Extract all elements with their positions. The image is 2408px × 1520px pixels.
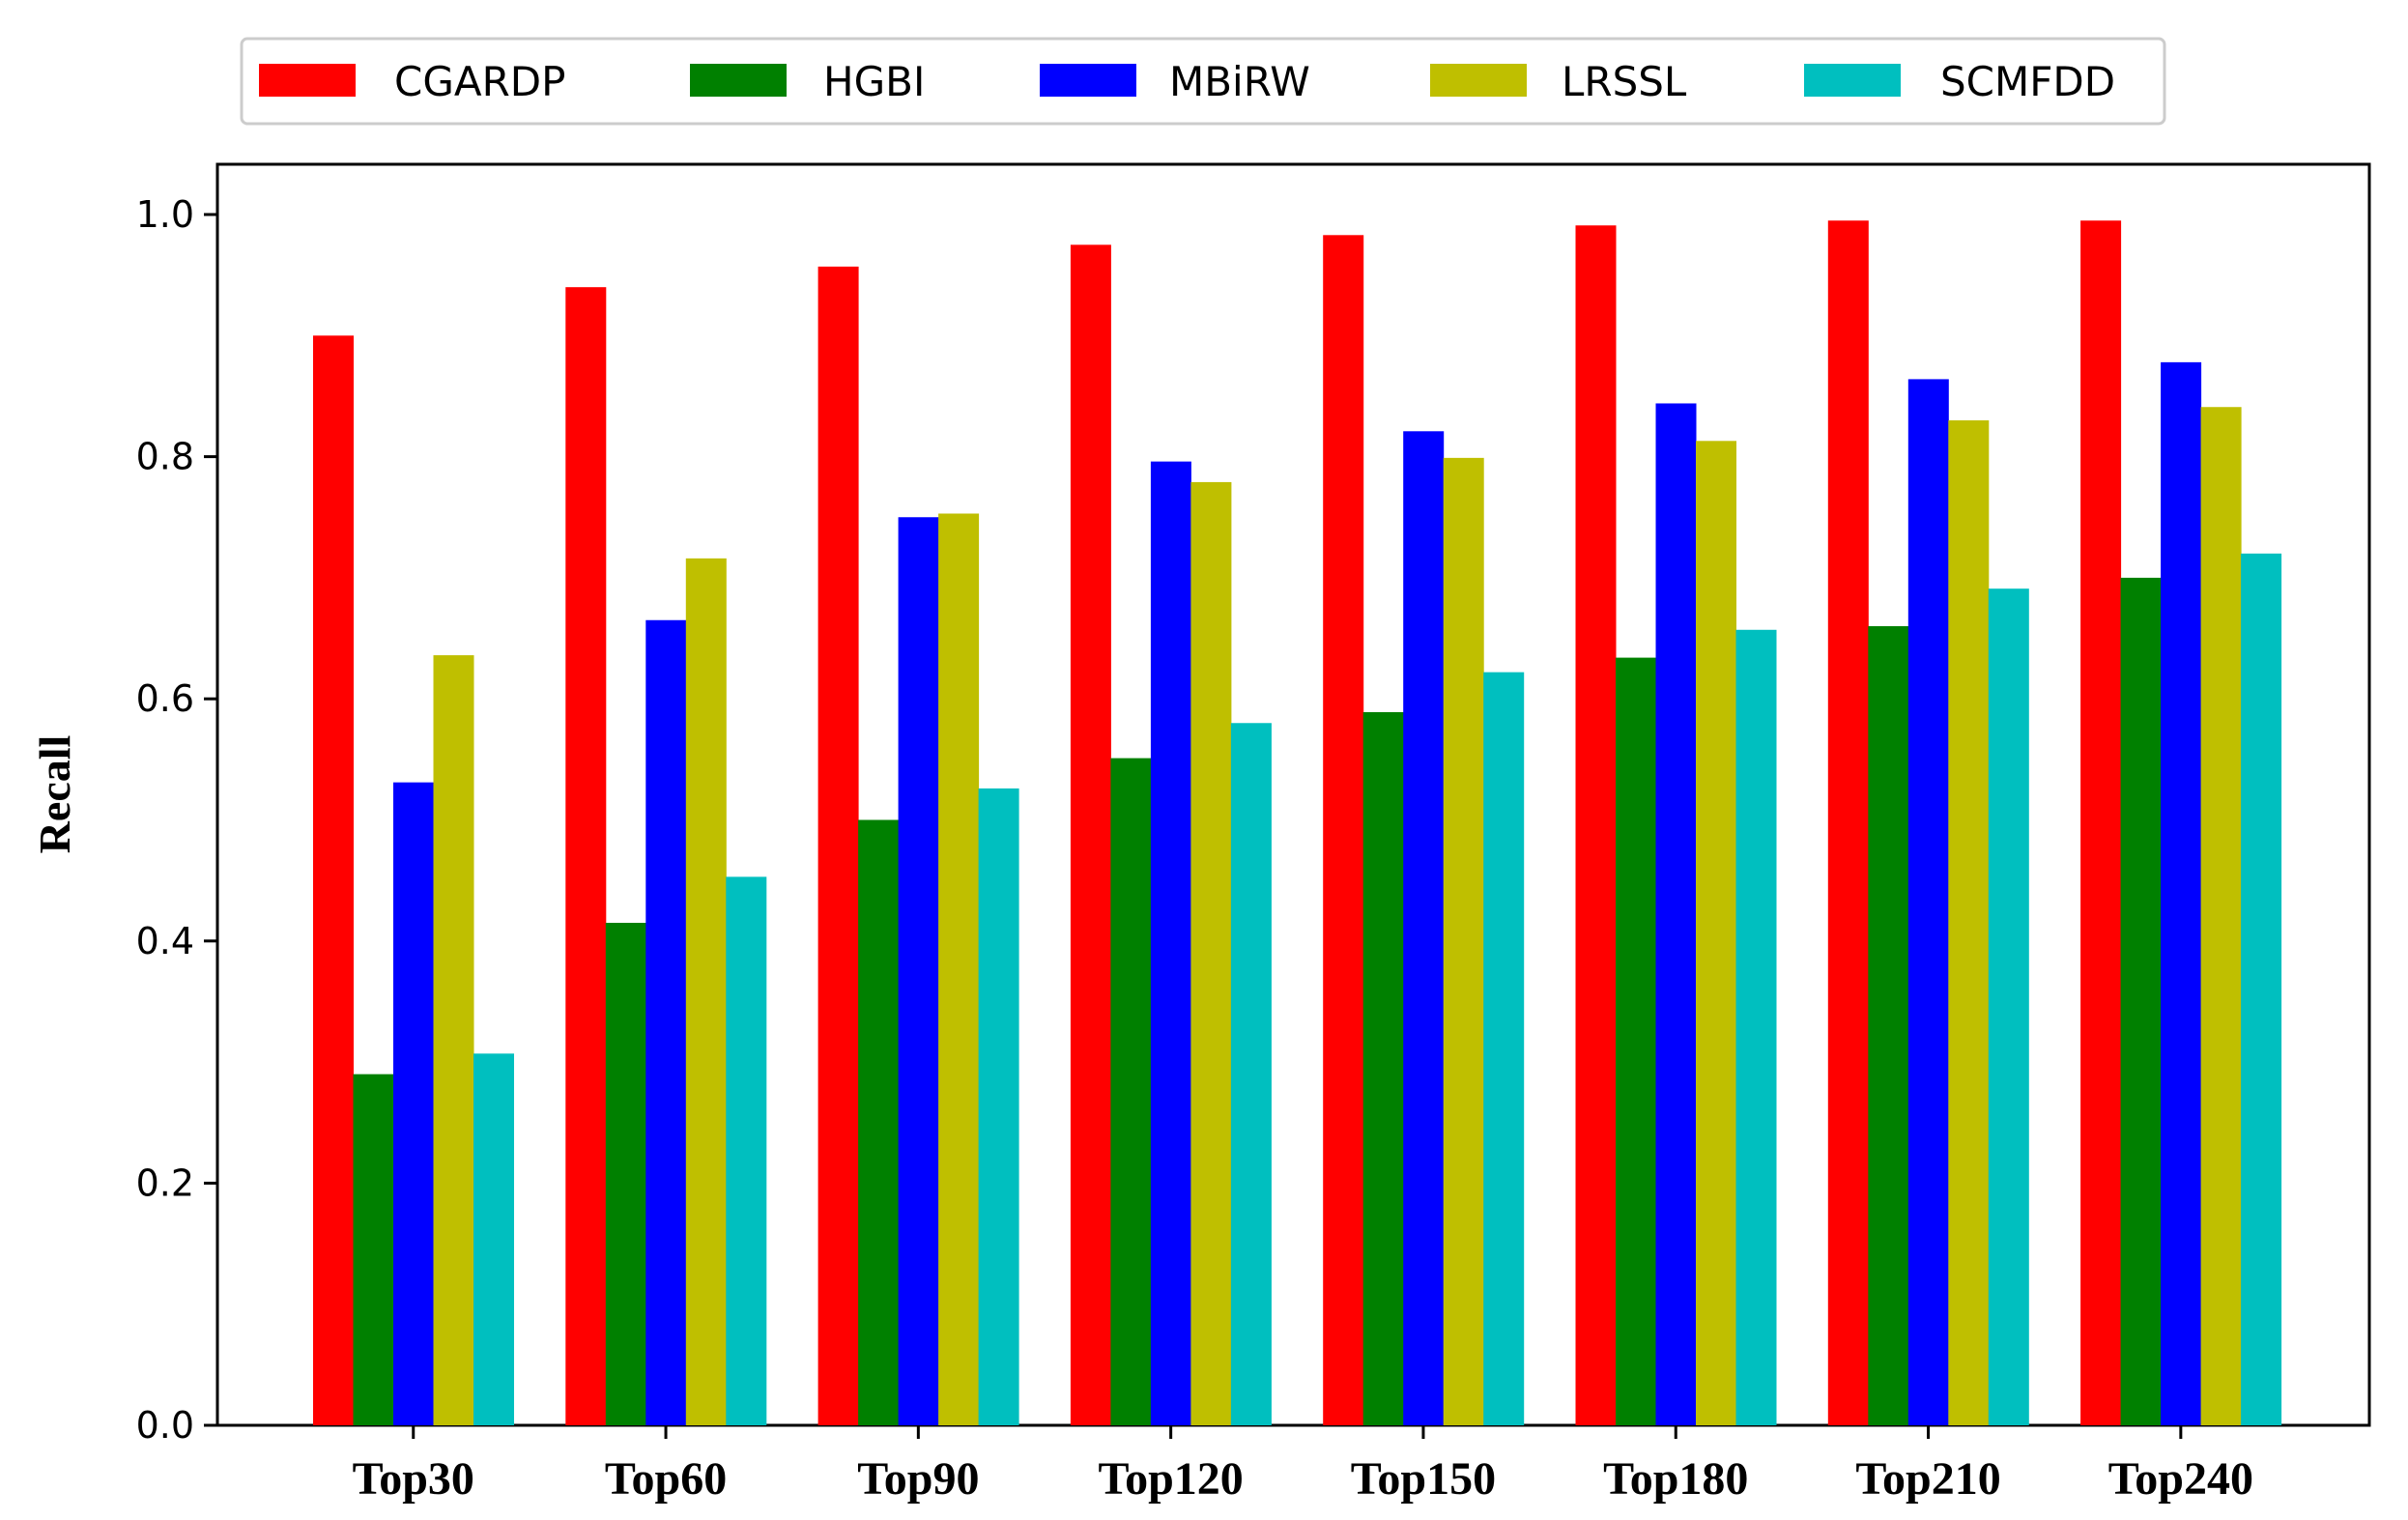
x-tick-label: Top90 — [857, 1453, 979, 1505]
bar-hgbi-top210 — [1868, 626, 1909, 1425]
bar-cgardp-top180 — [1575, 225, 1617, 1426]
y-tick-label: 0.6 — [136, 677, 194, 720]
legend-swatch-mbirw — [1040, 64, 1136, 97]
legend-label-cgardp: CGARDP — [394, 58, 565, 105]
bar-lrssl-top30 — [433, 655, 474, 1425]
bar-cgardp-top90 — [817, 266, 859, 1425]
bar-mbirw-top150 — [1403, 431, 1445, 1425]
x-tick-label: Top60 — [605, 1453, 727, 1505]
bar-mbirw-top240 — [2161, 361, 2202, 1426]
bar-mbirw-top90 — [898, 517, 939, 1425]
bar-lrssl-top60 — [685, 558, 727, 1425]
y-axis-label: Recall — [30, 735, 79, 854]
bar-mbirw-top180 — [1655, 403, 1697, 1425]
bar-cgardp-top240 — [2080, 220, 2122, 1425]
bar-mbirw-top120 — [1150, 461, 1191, 1425]
x-tick-label: Top120 — [1098, 1453, 1243, 1505]
bar-mbirw-top60 — [645, 619, 687, 1425]
bar-lrssl-top150 — [1443, 457, 1484, 1425]
legend-swatch-cgardp — [259, 64, 356, 97]
bar-cgardp-top210 — [1827, 220, 1869, 1425]
bar-mbirw-top30 — [393, 782, 434, 1425]
bar-scmfdd-top60 — [726, 876, 767, 1425]
y-tick-label: 0.8 — [136, 436, 194, 478]
bar-scmfdd-top180 — [1735, 629, 1777, 1425]
bar-hgbi-top150 — [1362, 711, 1404, 1425]
bar-hgbi-top30 — [353, 1074, 394, 1425]
x-tick-label: Top210 — [1855, 1453, 2000, 1505]
plot-area-frame — [215, 162, 2371, 1427]
legend-label-mbirw: MBiRW — [1169, 58, 1310, 105]
legend-swatch-lrssl — [1430, 64, 1527, 97]
legend-label-hgbi: HGBI — [823, 58, 925, 105]
bar-hgbi-top90 — [858, 819, 900, 1425]
legend-swatch-hgbi — [690, 64, 787, 97]
bar-scmfdd-top120 — [1230, 723, 1272, 1425]
bar-cgardp-top60 — [565, 287, 607, 1426]
bar-mbirw-top210 — [1907, 379, 1949, 1426]
bar-scmfdd-top240 — [2241, 553, 2282, 1425]
bar-lrssl-top180 — [1696, 441, 1736, 1425]
bar-scmfdd-top150 — [1483, 672, 1525, 1425]
bar-hgbi-top180 — [1616, 657, 1656, 1425]
bar-cgardp-top120 — [1070, 244, 1111, 1426]
legend-box — [240, 37, 2166, 126]
bar-hgbi-top60 — [605, 923, 646, 1425]
bar-hgbi-top240 — [2120, 577, 2162, 1425]
legend-label-lrssl: LRSSL — [1562, 58, 1687, 105]
y-tick-label: 0.0 — [136, 1404, 194, 1447]
y-tick-label: 0.2 — [136, 1162, 194, 1204]
x-tick-label: Top30 — [353, 1453, 474, 1505]
legend-swatch-scmfdd — [1804, 64, 1901, 97]
bar-lrssl-top120 — [1190, 481, 1232, 1426]
bar-scmfdd-top210 — [1988, 588, 2029, 1425]
bar-lrssl-top240 — [2200, 407, 2242, 1425]
bar-cgardp-top150 — [1323, 235, 1364, 1425]
y-axis: 0.0 0.2 0.4 0.6 0.8 1.0 — [136, 193, 217, 1447]
bar-hgbi-top120 — [1110, 758, 1152, 1425]
x-tick-label: Top240 — [2108, 1453, 2253, 1505]
x-axis: Top30 Top60 Top90 Top120 Top150 Top180 Top210 T… — [353, 1425, 2253, 1505]
x-tick-label: Top180 — [1603, 1453, 1748, 1505]
y-tick-label: 1.0 — [136, 193, 194, 236]
bar-lrssl-top90 — [938, 513, 980, 1425]
bar-cgardp-top30 — [313, 335, 354, 1425]
bar-scmfdd-top90 — [978, 788, 1019, 1425]
bar-scmfdd-top30 — [473, 1053, 514, 1425]
bar-lrssl-top210 — [1948, 420, 1990, 1425]
legend-label-scmfdd: SCMFDD — [1940, 58, 2115, 105]
bars-layer — [313, 220, 2282, 1426]
legend: CGARDP HGBI MBiRW LRSSL SCMFDD — [240, 37, 2166, 126]
x-tick-label: Top150 — [1351, 1453, 1496, 1505]
y-tick-label: 0.4 — [136, 920, 194, 962]
